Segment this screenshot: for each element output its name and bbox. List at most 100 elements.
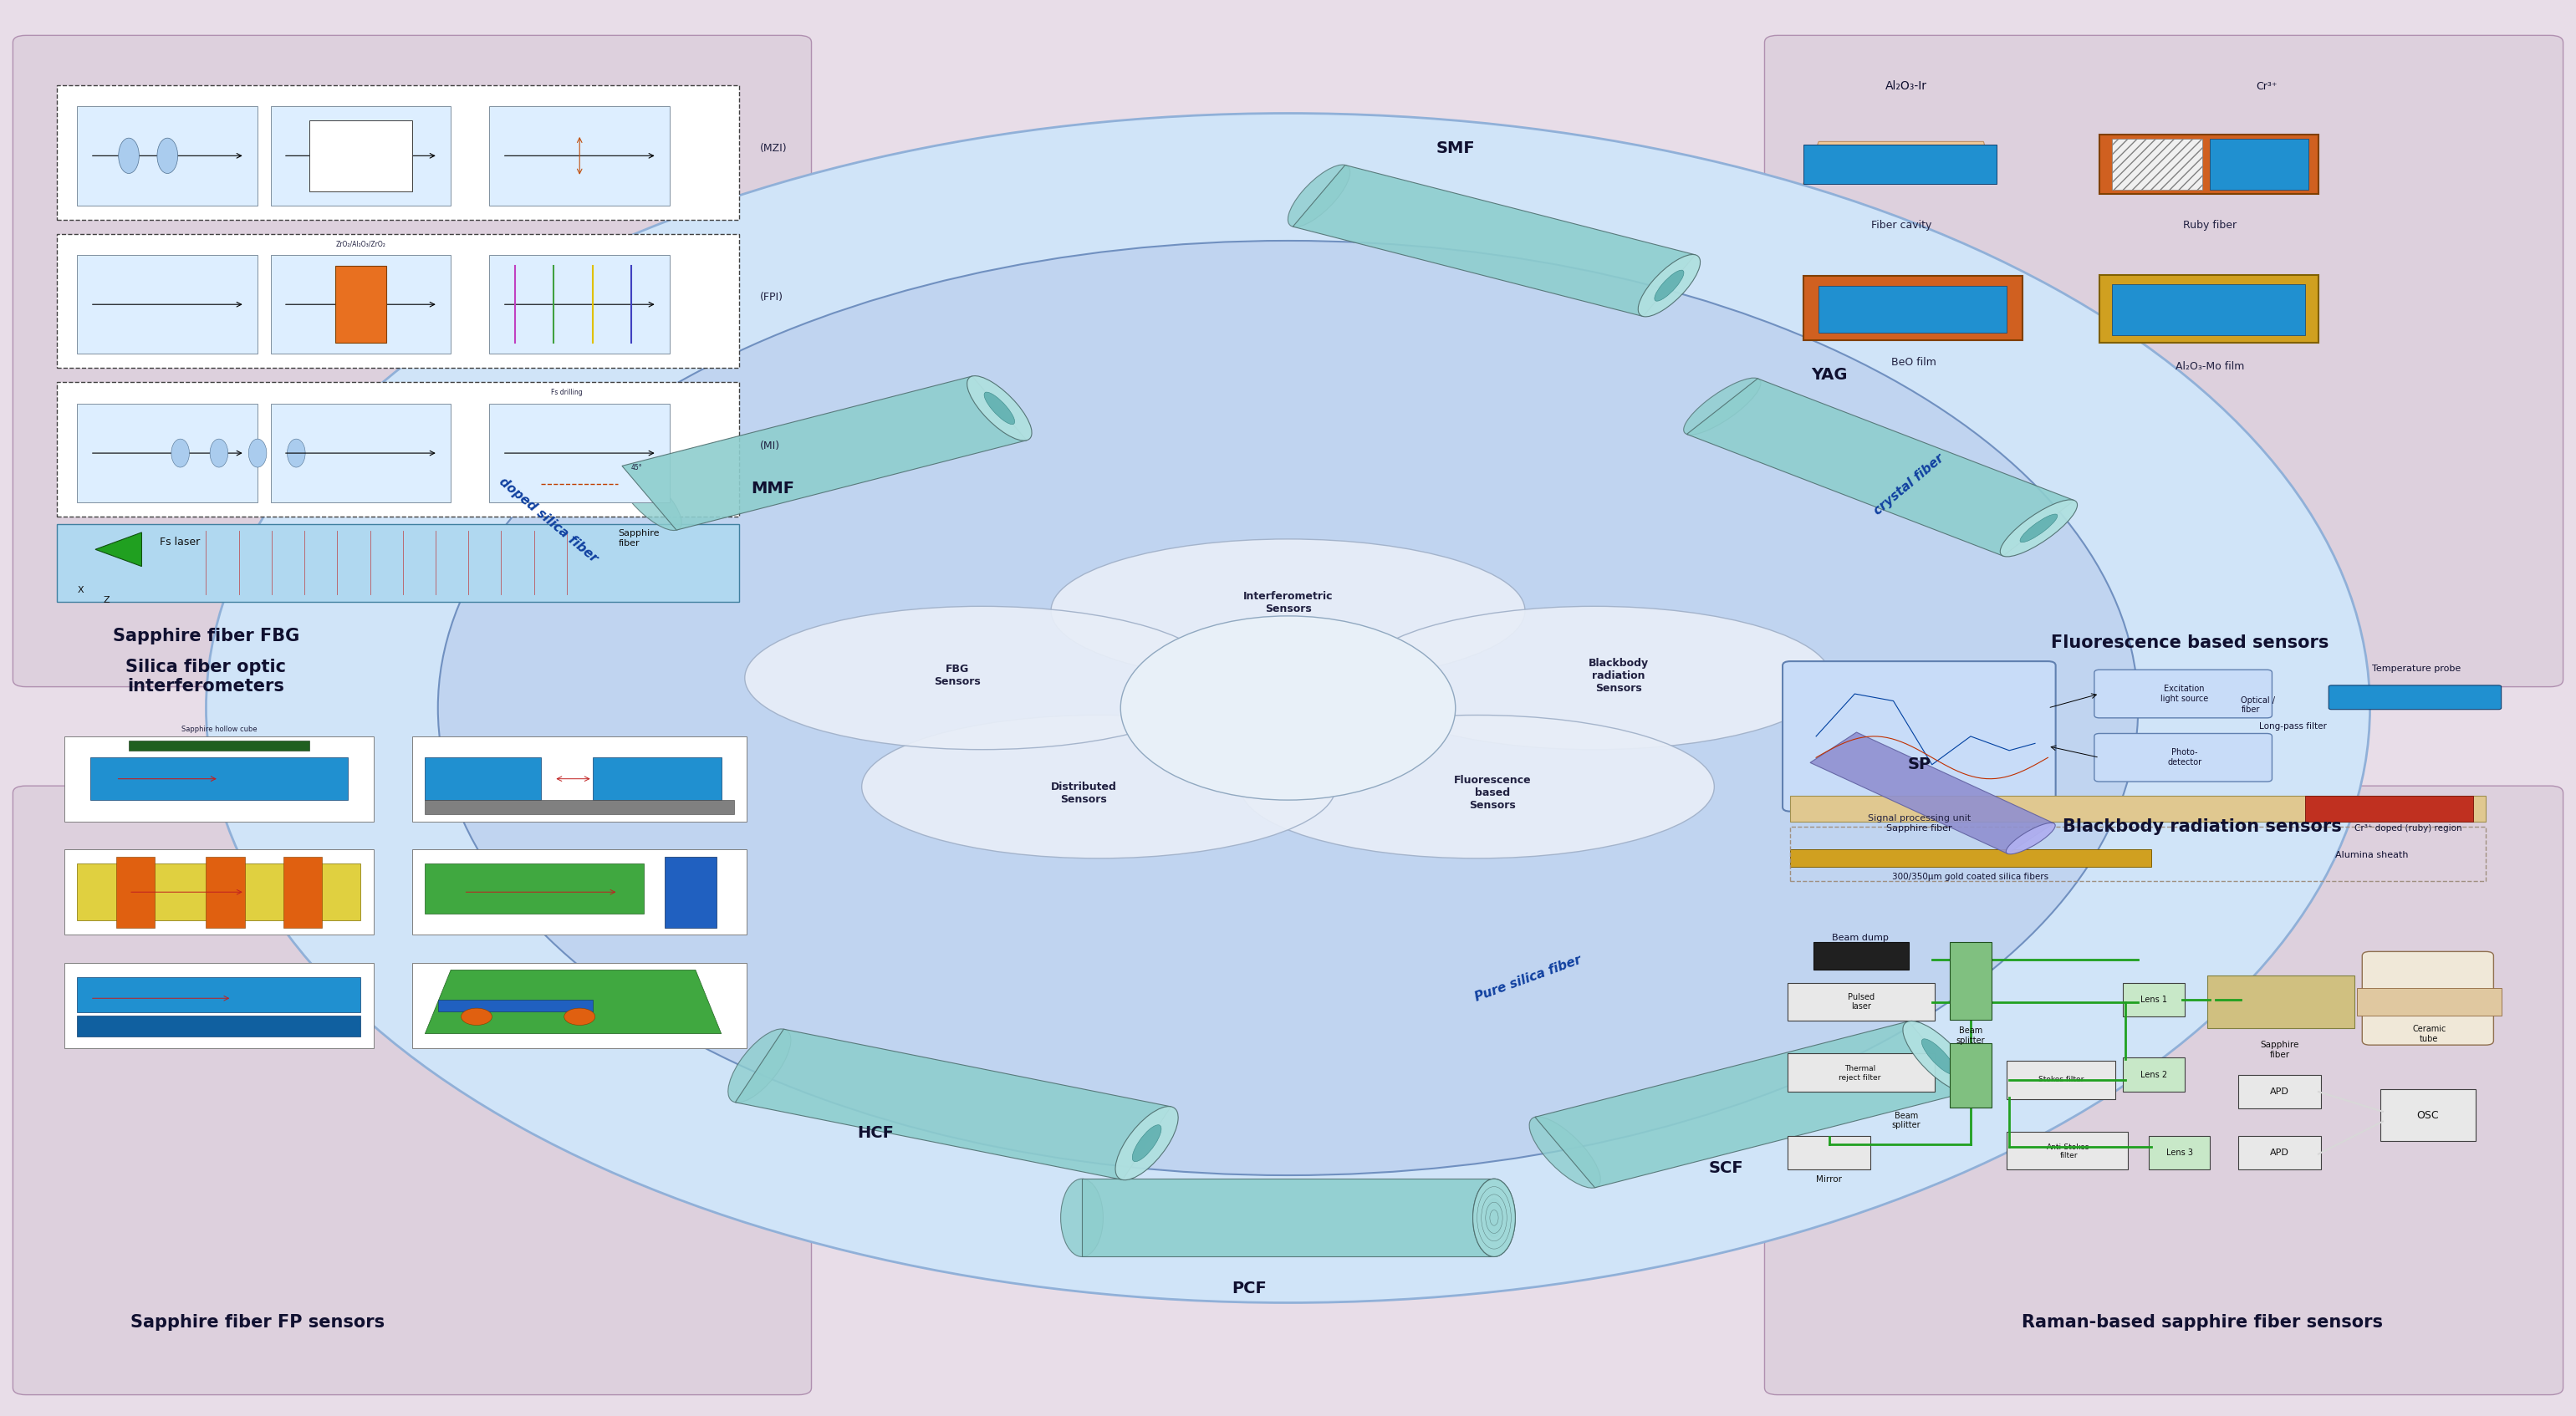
FancyBboxPatch shape [665,857,716,927]
FancyBboxPatch shape [489,255,670,354]
FancyBboxPatch shape [13,786,811,1395]
FancyBboxPatch shape [489,404,670,503]
Text: 300/350μm gold coated silica fibers: 300/350μm gold coated silica fibers [1893,872,2048,881]
FancyBboxPatch shape [1803,144,1996,184]
FancyBboxPatch shape [2123,1058,2184,1092]
Text: HCF: HCF [858,1124,894,1141]
FancyBboxPatch shape [270,106,451,205]
Ellipse shape [1358,606,1832,749]
Text: APD: APD [2269,1148,2290,1157]
Text: ZrO₂/Al₂O₃/ZrO₂: ZrO₂/Al₂O₃/ZrO₂ [335,241,386,248]
Ellipse shape [984,392,1015,425]
Ellipse shape [1999,500,2076,556]
Ellipse shape [1486,1198,1502,1238]
FancyBboxPatch shape [90,758,348,800]
FancyBboxPatch shape [129,741,309,750]
Ellipse shape [157,137,178,173]
Text: Lens 1: Lens 1 [2141,995,2166,1004]
Ellipse shape [2020,514,2058,542]
Text: Cr³⁺: Cr³⁺ [2257,81,2277,92]
Text: Alumina sheath: Alumina sheath [2336,851,2409,860]
Ellipse shape [1288,164,1350,227]
Polygon shape [1535,1021,1968,1188]
Text: Sapphire fiber FP sensors: Sapphire fiber FP sensors [131,1314,384,1331]
Text: (MZI): (MZI) [760,143,788,154]
Text: Z: Z [103,596,108,605]
Text: Thermal
reject filter: Thermal reject filter [1839,1065,1880,1082]
FancyBboxPatch shape [2094,670,2272,718]
Text: Silica fiber optic
interferometers: Silica fiber optic interferometers [126,658,286,695]
Polygon shape [1950,942,1991,1020]
FancyBboxPatch shape [1814,942,1909,970]
Text: Blackbody
radiation
Sensors: Blackbody radiation Sensors [1589,657,1649,694]
Ellipse shape [966,375,1033,440]
Ellipse shape [2007,823,2056,854]
Ellipse shape [170,439,191,467]
FancyBboxPatch shape [57,524,739,602]
Ellipse shape [1904,1021,1973,1092]
Text: Beam dump: Beam dump [1832,933,1888,942]
Ellipse shape [1115,1106,1177,1180]
Text: Ceramic
tube: Ceramic tube [2411,1025,2447,1044]
FancyBboxPatch shape [77,255,258,354]
FancyBboxPatch shape [2007,1061,2115,1099]
FancyBboxPatch shape [2239,1075,2321,1109]
Text: Fs laser: Fs laser [160,537,201,548]
FancyBboxPatch shape [77,404,258,503]
FancyBboxPatch shape [412,850,747,935]
FancyBboxPatch shape [116,857,155,927]
FancyBboxPatch shape [2112,285,2306,336]
FancyBboxPatch shape [1788,983,1935,1021]
FancyBboxPatch shape [2123,983,2184,1017]
Circle shape [206,113,2370,1303]
Text: BeO film: BeO film [1891,357,1937,368]
Ellipse shape [863,715,1337,858]
Text: Fiber cavity: Fiber cavity [1870,219,1932,231]
FancyBboxPatch shape [1788,1054,1935,1092]
FancyBboxPatch shape [2094,733,2272,782]
FancyBboxPatch shape [2329,685,2501,709]
Ellipse shape [1061,1178,1103,1257]
FancyBboxPatch shape [1790,796,2486,821]
Polygon shape [621,377,1028,530]
Text: Long-pass filter: Long-pass filter [2259,722,2326,731]
Polygon shape [95,532,142,566]
Polygon shape [1293,166,1695,316]
FancyBboxPatch shape [2148,1136,2210,1170]
Ellipse shape [1473,1178,1515,1257]
Ellipse shape [1638,255,1700,317]
Text: Interferometric
Sensors: Interferometric Sensors [1244,592,1332,615]
Ellipse shape [1530,1117,1600,1188]
FancyBboxPatch shape [1765,786,2563,1395]
Polygon shape [425,970,721,1034]
Text: Tube
furnace: Tube furnace [2411,994,2442,1011]
Text: Beam
splitter: Beam splitter [1891,1112,1922,1130]
Text: APD: APD [2269,1087,2290,1096]
Polygon shape [1950,1044,1991,1107]
FancyBboxPatch shape [77,1015,361,1037]
Text: Beam
splitter: Beam splitter [1955,1027,1986,1045]
FancyBboxPatch shape [1803,276,2022,340]
Text: Cr³⁺ doped (ruby) region: Cr³⁺ doped (ruby) region [2354,824,2463,833]
Circle shape [461,1008,492,1025]
Ellipse shape [1808,732,1857,763]
FancyBboxPatch shape [64,963,374,1048]
Text: crystal fiber: crystal fiber [1873,452,1947,517]
Ellipse shape [1133,1124,1162,1161]
Text: Fluorescence based sensors: Fluorescence based sensors [2050,634,2329,651]
FancyBboxPatch shape [592,758,721,800]
FancyBboxPatch shape [77,864,361,920]
Text: PCF: PCF [1231,1280,1267,1297]
Ellipse shape [1473,1178,1515,1257]
FancyBboxPatch shape [2099,135,2318,194]
Text: Stokes filter: Stokes filter [2038,1076,2084,1083]
Text: Lens 2: Lens 2 [2141,1070,2166,1079]
Ellipse shape [744,606,1218,749]
Text: Anti-Stokes
filter: Anti-Stokes filter [2048,1143,2089,1160]
Polygon shape [1811,732,2053,854]
Text: Pure silica fiber: Pure silica fiber [1473,953,1584,1004]
FancyBboxPatch shape [13,35,811,687]
Text: MMF: MMF [752,480,793,497]
FancyBboxPatch shape [64,736,374,821]
Text: Optical /
fiber: Optical / fiber [2241,697,2275,714]
